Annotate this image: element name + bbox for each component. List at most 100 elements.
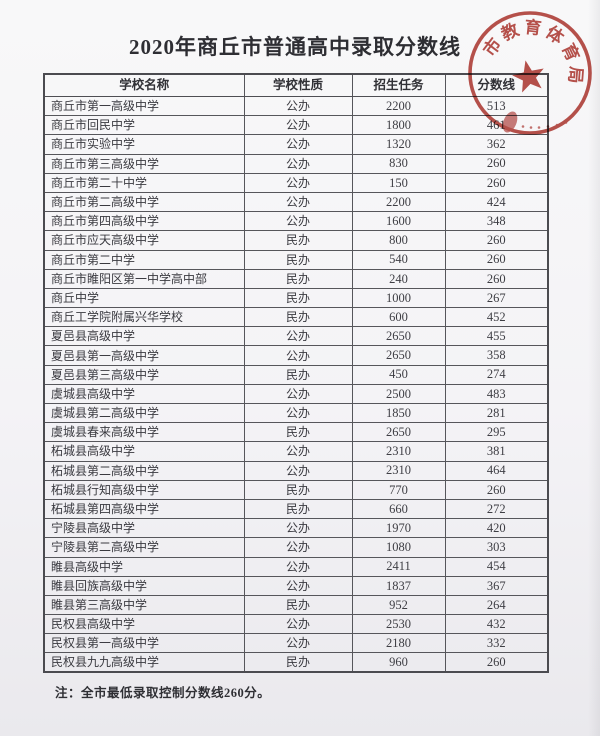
school-type: 民办 xyxy=(243,498,353,520)
table-row: 商丘市睢阳区第一中学高中部 民办 240 260 xyxy=(43,268,549,289)
school-type: 公办 xyxy=(243,614,353,635)
school-type: 公办 xyxy=(243,153,353,174)
school-name: 夏邑县高级中学 xyxy=(43,326,245,347)
score-line: 260 xyxy=(444,249,549,270)
table-row: 宁陵县第二高级中学 公办 1080 303 xyxy=(43,537,549,558)
school-type: 民办 xyxy=(243,479,353,500)
enrollment-quota: 2650 xyxy=(351,422,446,443)
footnote: 注：全市最低录取控制分数线260分。 xyxy=(55,686,271,700)
enrollment-quota: 952 xyxy=(351,594,446,616)
table-row: 商丘中学 民办 1000 267 xyxy=(43,287,549,309)
school-name: 宁陵县第二高级中学 xyxy=(43,537,245,558)
enrollment-quota: 960 xyxy=(351,652,446,673)
enrollment-quota: 2411 xyxy=(351,556,446,577)
score-line: 260 xyxy=(444,172,549,193)
school-type: 公办 xyxy=(243,575,353,596)
school-type: 公办 xyxy=(243,134,353,155)
school-type: 民办 xyxy=(243,268,353,289)
school-name: 柘城县第四高级中学 xyxy=(43,498,245,520)
school-name: 睢县第三高级中学 xyxy=(43,594,245,616)
table-header-row: 学校名称 学校性质 招生任务 分数线 xyxy=(43,73,549,97)
enrollment-quota: 770 xyxy=(351,479,446,500)
page-edge-shade xyxy=(588,0,600,736)
table-row: 柘城县高级中学 公办 2310 381 xyxy=(43,441,549,462)
score-line: 513 xyxy=(444,95,549,117)
school-type: 民办 xyxy=(243,422,353,443)
score-line: 267 xyxy=(444,287,549,309)
school-name: 虞城县高级中学 xyxy=(43,383,245,405)
table-body: 商丘市第一高级中学 公办 2200 513 商丘市回民中学 公办 1800 461 商丘市实验中… xyxy=(43,95,549,673)
school-type: 公办 xyxy=(243,460,353,481)
school-type: 民办 xyxy=(243,249,353,270)
score-line: 281 xyxy=(444,402,549,424)
table-row: 商丘市回民中学 公办 1800 461 xyxy=(43,115,549,136)
score-line: 303 xyxy=(444,537,549,558)
school-type: 民办 xyxy=(243,594,353,616)
score-line: 272 xyxy=(444,498,549,520)
score-line: 260 xyxy=(444,479,549,500)
score-line: 420 xyxy=(444,518,549,539)
table-row: 虞城县第二高级中学 公办 1850 281 xyxy=(43,402,549,424)
school-name: 商丘市第四高级中学 xyxy=(43,211,245,232)
table-row: 柘城县行知高级中学 民办 770 260 xyxy=(43,479,549,500)
school-name: 民权县第一高级中学 xyxy=(43,633,245,654)
school-type: 公办 xyxy=(243,402,353,424)
school-name: 商丘中学 xyxy=(43,287,245,309)
enrollment-quota: 2310 xyxy=(351,441,446,462)
score-line: 483 xyxy=(444,383,549,405)
school-name: 宁陵县高级中学 xyxy=(43,518,245,539)
enrollment-quota: 1970 xyxy=(351,518,446,539)
score-line: 461 xyxy=(444,115,549,136)
school-type: 公办 xyxy=(243,191,353,213)
school-name: 商丘市回民中学 xyxy=(43,115,245,136)
score-line: 464 xyxy=(444,460,549,481)
school-name: 商丘市第一高级中学 xyxy=(43,95,245,117)
table-row: 宁陵县高级中学 公办 1970 420 xyxy=(43,518,549,539)
table-row: 民权县高级中学 公办 2530 432 xyxy=(43,614,549,635)
school-name: 夏邑县第三高级中学 xyxy=(43,364,245,385)
school-type: 民办 xyxy=(243,307,353,328)
column-header-school-name: 学校名称 xyxy=(43,73,245,97)
table-row: 夏邑县第三高级中学 民办 450 274 xyxy=(43,364,549,385)
enrollment-quota: 2650 xyxy=(351,345,446,366)
school-type: 民办 xyxy=(243,652,353,673)
school-name: 睢县高级中学 xyxy=(43,556,245,577)
score-line: 432 xyxy=(444,614,549,635)
enrollment-quota: 240 xyxy=(351,268,446,289)
table-row: 睢县高级中学 公办 2411 454 xyxy=(43,556,549,577)
enrollment-quota: 540 xyxy=(351,249,446,270)
table-row: 柘城县第四高级中学 民办 660 272 xyxy=(43,498,549,520)
page-title: 2020年商丘市普通高中录取分数线 xyxy=(129,35,461,59)
enrollment-quota: 1800 xyxy=(351,115,446,136)
school-type: 公办 xyxy=(243,633,353,654)
school-name: 商丘市睢阳区第一中学高中部 xyxy=(43,268,245,289)
school-type: 公办 xyxy=(243,556,353,577)
score-line: 452 xyxy=(444,307,549,328)
enrollment-quota: 2200 xyxy=(351,191,446,213)
enrollment-quota: 660 xyxy=(351,498,446,520)
school-name: 商丘市第三高级中学 xyxy=(43,153,245,174)
enrollment-quota: 1080 xyxy=(351,537,446,558)
score-line: 367 xyxy=(444,575,549,596)
table-row: 商丘市第二中学 民办 540 260 xyxy=(43,249,549,270)
enrollment-quota: 150 xyxy=(351,172,446,193)
column-header-school-type: 学校性质 xyxy=(243,73,353,97)
school-type: 公办 xyxy=(243,518,353,539)
enrollment-quota: 830 xyxy=(351,153,446,174)
score-line: 264 xyxy=(444,594,549,616)
school-name: 商丘市应天高级中学 xyxy=(43,230,245,251)
enrollment-quota: 2200 xyxy=(351,95,446,117)
enrollment-quota: 800 xyxy=(351,230,446,251)
school-type: 民办 xyxy=(243,364,353,385)
table-row: 夏邑县第一高级中学 公办 2650 358 xyxy=(43,345,549,366)
school-name: 商丘工学院附属兴华学校 xyxy=(43,307,245,328)
score-line: 358 xyxy=(444,345,549,366)
score-line: 260 xyxy=(444,652,549,673)
score-line: 424 xyxy=(444,191,549,213)
score-line: 260 xyxy=(444,153,549,174)
enrollment-quota: 2650 xyxy=(351,326,446,347)
school-type: 公办 xyxy=(243,211,353,232)
enrollment-quota: 1600 xyxy=(351,211,446,232)
table-row: 夏邑县高级中学 公办 2650 455 xyxy=(43,326,549,347)
